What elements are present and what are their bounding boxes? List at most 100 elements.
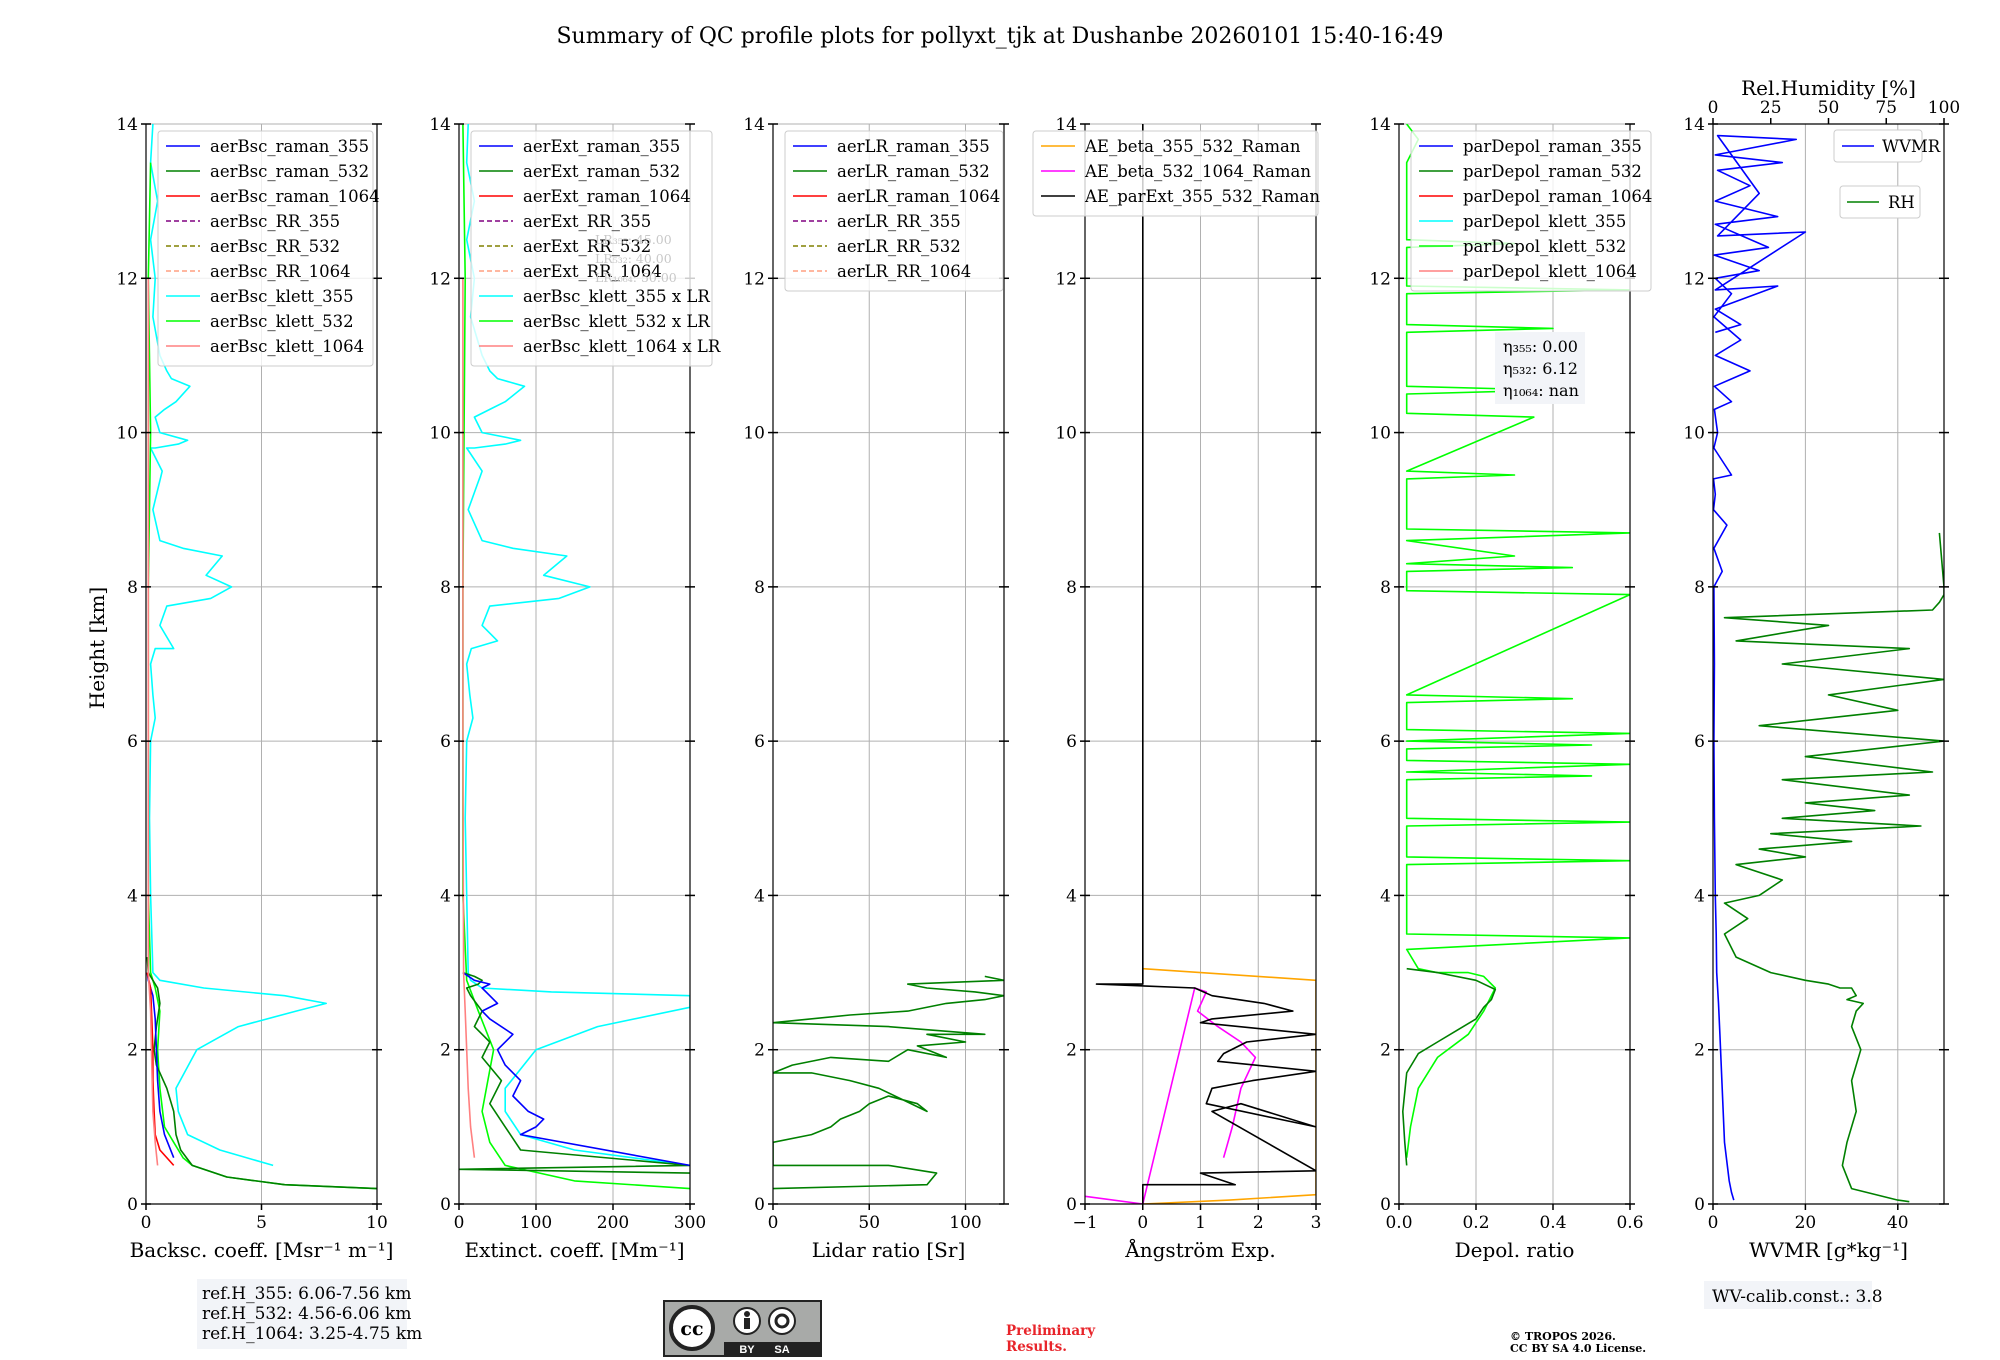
series-group [1085, 124, 1316, 1204]
legend-label: aerExt_RR_532 [523, 237, 651, 256]
xtick-label: 2 [1253, 1213, 1264, 1233]
series-group [459, 124, 690, 1190]
ytick-label: 14 [1683, 115, 1705, 135]
legend-label: aerLR_RR_532 [837, 237, 961, 256]
legend-rh: RH [1839, 185, 1921, 219]
ytick-label: 12 [1683, 269, 1705, 289]
ytick-label: 10 [429, 424, 451, 444]
legend-label: aerLR_RR_355 [837, 212, 961, 231]
xtick-label: 3 [1311, 1213, 1322, 1233]
xtick-label: 0 [454, 1213, 465, 1233]
cc-sa-label: SA [774, 1344, 789, 1356]
ytick-label: 4 [440, 886, 451, 906]
ytick-label: 8 [754, 578, 765, 598]
ytick-label: 4 [754, 886, 765, 906]
preliminary-results-line2: Results. [1006, 1339, 1067, 1355]
copyright-line1: © TROPOS 2026. [1510, 1330, 1616, 1343]
legend-label: parDepol_raman_1064 [1463, 187, 1652, 206]
xtick-label: 0.2 [1462, 1213, 1489, 1233]
ytick-label: 2 [440, 1041, 451, 1061]
ytick-label: 10 [743, 424, 765, 444]
legend-label: parDepol_klett_355 [1463, 212, 1626, 231]
series-aerExt_raman_355 [462, 971, 690, 1167]
xtick-label: 0 [1708, 1213, 1719, 1233]
xtick-label: 0.4 [1539, 1213, 1566, 1233]
legend-label: aerExt_RR_1064 [523, 262, 662, 281]
xtick-label: 1 [1195, 1213, 1206, 1233]
eta-note-box: η₃₅₅: 0.00 η₅₃₂: 6.12 η₁₀₆₄: nan [1495, 332, 1585, 404]
legend-label: aerBsc_RR_1064 [210, 262, 351, 281]
top-x-axis-label: Rel.Humidity [%] [1741, 76, 1916, 100]
ytick-label: 6 [440, 732, 451, 752]
legend-label: aerBsc_klett_1064 [210, 337, 364, 356]
ref-height-1064: ref.H_1064: 3.25-4.75 km [202, 1324, 422, 1344]
series-group [1402, 124, 1630, 1166]
ytick-label: 6 [1380, 732, 1391, 752]
ytick-label: 10 [116, 424, 138, 444]
series-group [1713, 134, 1944, 1203]
legend-depol: parDepol_raman_355 parDepol_raman_532 parD… [1410, 130, 1652, 292]
ref-height-355: ref.H_355: 6.06-7.56 km [202, 1284, 411, 1304]
figure-title: Summary of QC profile plots for pollyxt_… [556, 24, 1443, 49]
ytick-label: 8 [1380, 578, 1391, 598]
ytick-label: 8 [1066, 578, 1077, 598]
legend-label: aerBsc_klett_532 [210, 312, 354, 331]
series-aerLR_raman_532 [773, 975, 1004, 1190]
cc-license-badge: cc BY SA [663, 1300, 822, 1357]
ytick-label: 6 [754, 732, 765, 752]
legend-label: parDepol_klett_1064 [1463, 262, 1637, 281]
legend-label: aerLR_raman_532 [837, 162, 990, 181]
series-AE_parExt_355_532_Raman [1095, 124, 1316, 1204]
top-xtick-label: 0 [1708, 98, 1719, 118]
legend-extinction: aerExt_raman_355 aerExt_raman_532 aerExt_r… [470, 130, 721, 367]
legend-frame [1839, 185, 1921, 219]
eta-note-line: η₅₃₂: 6.12 [1503, 359, 1578, 378]
ytick-label: 4 [1066, 886, 1077, 906]
legend-label: aerLR_raman_355 [837, 137, 990, 156]
series-RH [1723, 532, 1944, 1203]
legend-backscatter: aerBsc_raman_355 aerBsc_raman_532 aerBsc_r… [157, 130, 380, 367]
legend-lidar_ratio: aerLR_raman_355 aerLR_raman_532 aerLR_rama… [784, 130, 1004, 292]
xtick-label: 40 [1887, 1213, 1909, 1233]
legend-label: aerBsc_klett_355 [210, 287, 354, 306]
legend-label: aerExt_raman_355 [523, 137, 680, 156]
ytick-label: 14 [1055, 115, 1077, 135]
ytick-label: 10 [1683, 424, 1705, 444]
legend-label: parDepol_klett_532 [1463, 237, 1626, 256]
ytick-label: 0 [754, 1195, 765, 1215]
ytick-label: 6 [1694, 732, 1705, 752]
series-aerBsc_raman_532 [146, 957, 377, 1190]
legend-label: parDepol_raman_355 [1463, 137, 1642, 156]
ref-height-532: ref.H_532: 4.56-6.06 km [202, 1304, 411, 1324]
preliminary-results-line1: Preliminary [1006, 1323, 1096, 1339]
sa-share-icon [768, 1307, 796, 1335]
x-axis-label: Ångström Exp. [1124, 1237, 1275, 1262]
legend-label: aerBsc_klett_1064 x LR [523, 337, 721, 356]
top-xtick-label: 50 [1818, 98, 1840, 118]
xtick-label: 0 [1137, 1213, 1148, 1233]
ytick-label: 12 [743, 269, 765, 289]
xtick-label: 5 [256, 1213, 267, 1233]
series-group [146, 124, 377, 1190]
ytick-label: 4 [127, 886, 138, 906]
ytick-label: 8 [440, 578, 451, 598]
series-group [773, 975, 1004, 1190]
ytick-label: 12 [1055, 269, 1077, 289]
xtick-label: 100 [520, 1213, 552, 1233]
wv-calib-text: WV-calib.const.: 3.8 [1712, 1287, 1883, 1307]
legend-label: aerBsc_raman_1064 [210, 187, 380, 206]
xtick-label: −1 [1072, 1213, 1097, 1233]
series-parDepol_raman_532 [1402, 967, 1497, 1166]
ytick-label: 8 [1694, 578, 1705, 598]
x-axis-label: Lidar ratio [Sr] [812, 1238, 966, 1262]
ytick-label: 8 [127, 578, 138, 598]
top-xtick-label: 100 [1928, 98, 1960, 118]
legend-label: aerLR_RR_1064 [837, 262, 971, 281]
legend-label: aerBsc_raman_355 [210, 137, 369, 156]
legend-label: RH [1888, 193, 1915, 212]
ytick-label: 2 [1694, 1041, 1705, 1061]
xtick-label: 20 [1795, 1213, 1817, 1233]
